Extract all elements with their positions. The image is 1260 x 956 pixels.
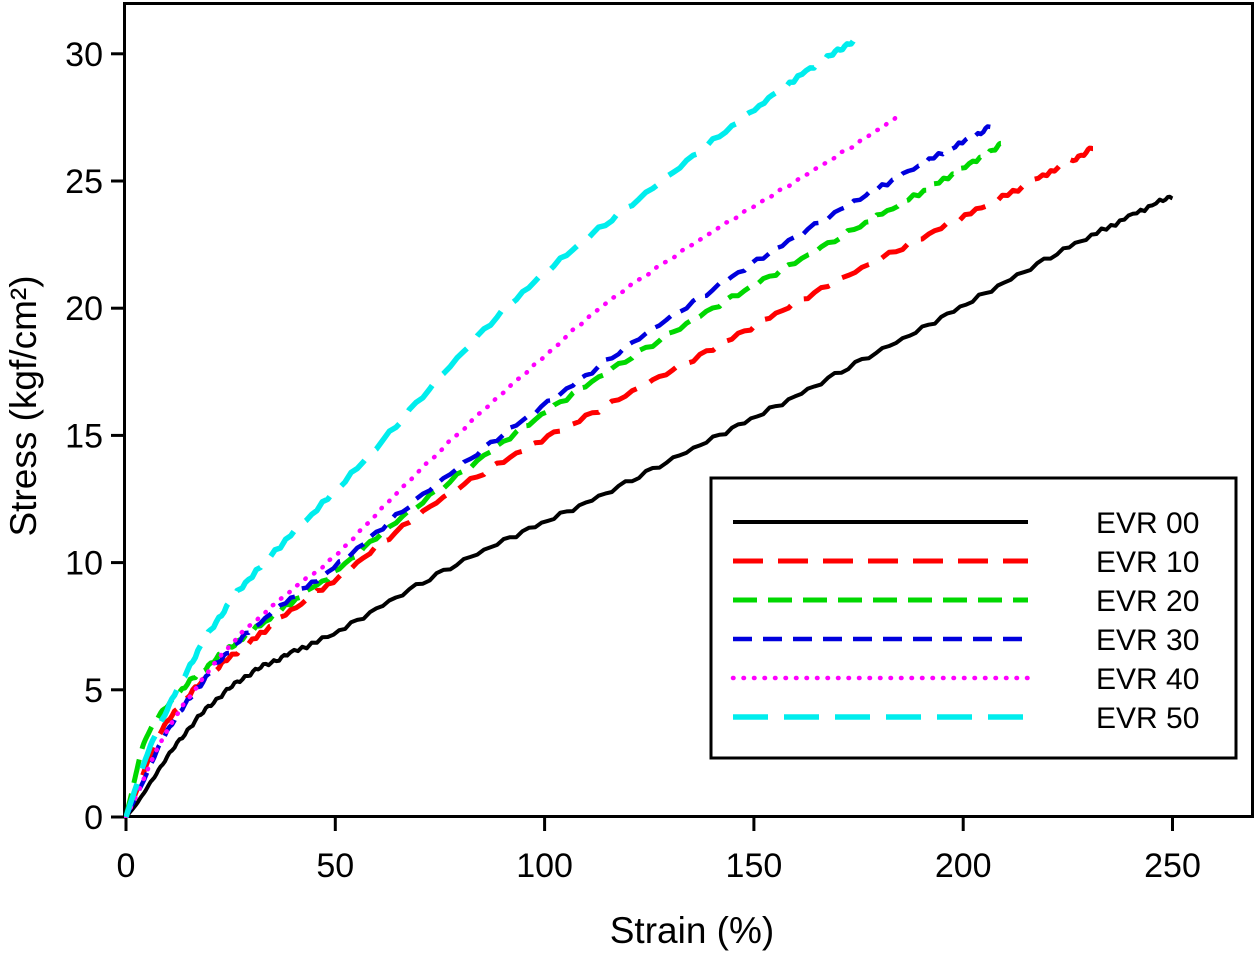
legend-label-evr-00: EVR 00 xyxy=(1096,507,1199,540)
x-tick-label: 250 xyxy=(1144,847,1201,885)
y-tick-label: 30 xyxy=(65,36,103,74)
x-tick-label: 200 xyxy=(935,847,992,885)
legend-frame xyxy=(709,476,1238,760)
legend-label-evr-20: EVR 20 xyxy=(1096,585,1199,618)
x-tick-label: 100 xyxy=(516,847,573,885)
y-tick-label: 15 xyxy=(65,417,103,455)
series-curve-evr-50 xyxy=(124,32,862,818)
series-curve-evr-40 xyxy=(124,112,903,818)
y-tick-label: 0 xyxy=(84,799,103,837)
y-tick-label: 20 xyxy=(65,290,103,328)
y-axis-label: Stress (kgf/cm²) xyxy=(3,275,44,536)
legend-label-evr-40: EVR 40 xyxy=(1096,663,1199,696)
y-tick-label: 25 xyxy=(65,163,103,201)
y-tick-label: 5 xyxy=(84,672,103,710)
x-tick-label: 50 xyxy=(316,847,354,885)
y-tick-label: 10 xyxy=(65,545,103,583)
x-tick-label: 0 xyxy=(117,847,136,885)
legend-label-evr-50: EVR 50 xyxy=(1096,702,1199,735)
legend-box: EVR 00 EVR 10 EVR 20 EVR 30 EVR 40 EVR 50 xyxy=(709,476,1238,760)
series-curve-evr-30 xyxy=(124,123,995,818)
legend-label-evr-30: EVR 30 xyxy=(1096,624,1199,657)
axis-ticks: 0 50 100 150 200 250 0 5 10 15 20 25 30 xyxy=(65,36,1201,885)
series-curves xyxy=(124,32,1174,818)
legend-label-evr-10: EVR 10 xyxy=(1096,546,1199,579)
x-tick-label: 150 xyxy=(726,847,783,885)
series-curve-evr-20 xyxy=(124,140,1003,818)
series-curve-evr-00 xyxy=(124,194,1174,818)
x-axis-label: Strain (%) xyxy=(610,910,774,951)
